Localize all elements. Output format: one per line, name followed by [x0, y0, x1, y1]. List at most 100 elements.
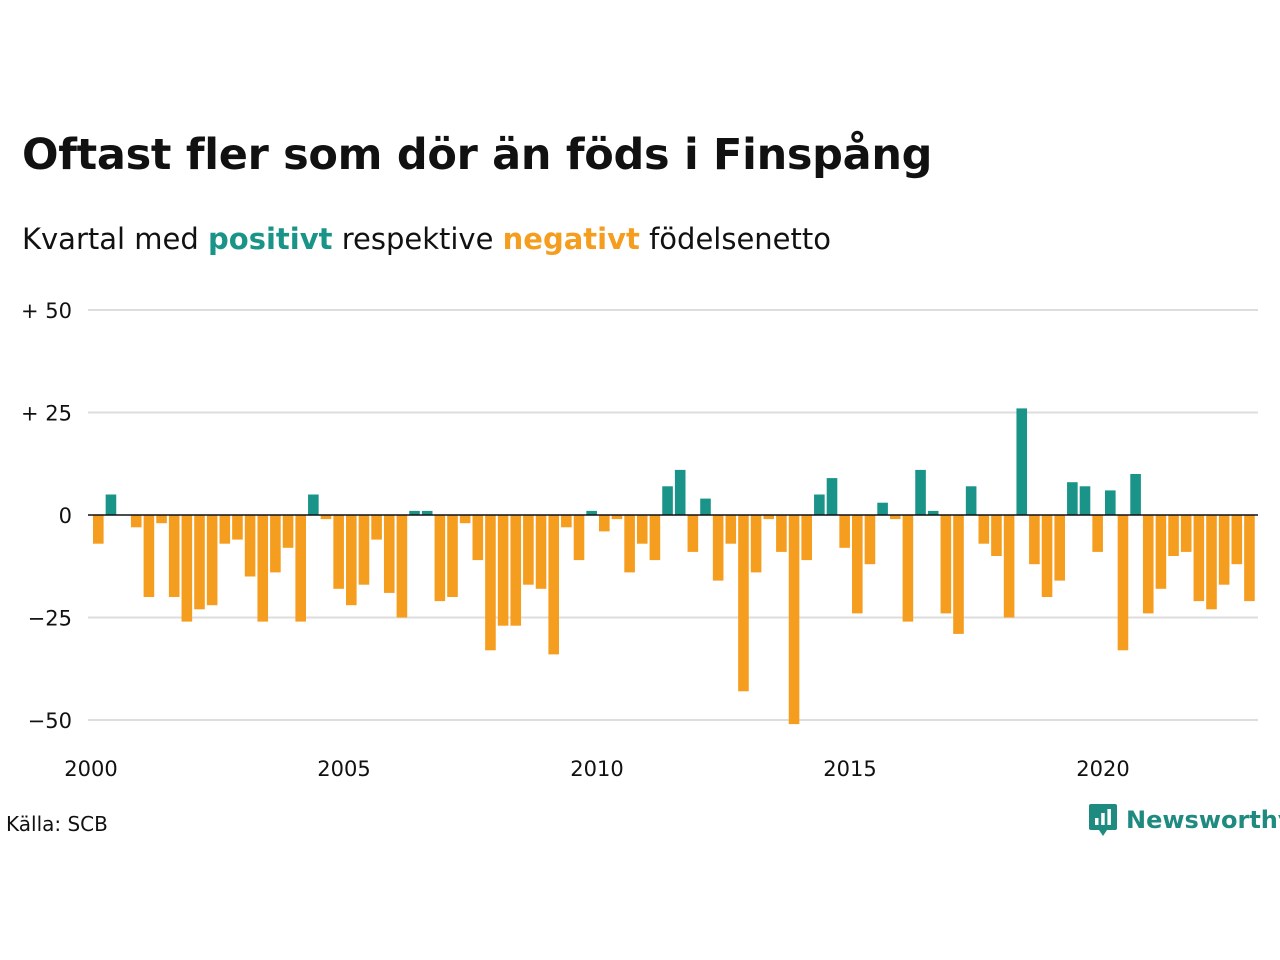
- y-tick-label: + 25: [21, 402, 72, 426]
- bar: [206, 515, 218, 606]
- bar: [1244, 515, 1255, 602]
- bar: [333, 515, 344, 589]
- bar: [548, 515, 559, 655]
- brand-name: Newsworthy: [1126, 806, 1280, 834]
- bar: [168, 515, 180, 597]
- x-tick-label: 2020: [1076, 757, 1129, 781]
- bar: [877, 502, 888, 515]
- bar: [257, 515, 269, 622]
- bar: [1130, 474, 1141, 515]
- bar: [788, 515, 800, 725]
- y-tick-label: −50: [28, 709, 72, 733]
- bar: [219, 515, 231, 544]
- grid-layer: [88, 309, 1258, 721]
- bar: [1016, 408, 1028, 515]
- bar: [1067, 482, 1078, 515]
- bar: [712, 515, 724, 581]
- bar: [801, 515, 812, 561]
- bar: [346, 515, 357, 606]
- bar: [826, 478, 838, 515]
- bar: [371, 515, 382, 540]
- newsworthy-logo-icon: [1089, 804, 1117, 836]
- bar: [915, 469, 926, 515]
- bar: [586, 510, 597, 515]
- bar: [573, 515, 585, 561]
- bar: [497, 515, 509, 626]
- bar: [965, 486, 977, 515]
- x-axis-labels: 2000 2005 2010 2015 2020: [64, 757, 1129, 781]
- bar: [624, 515, 635, 573]
- y-tick-label: + 50: [21, 299, 72, 323]
- bar: [940, 515, 952, 614]
- bar: [599, 515, 610, 532]
- bar: [194, 515, 205, 610]
- y-tick-label: 0: [59, 504, 72, 528]
- bar: [674, 469, 686, 515]
- bar: [232, 515, 243, 540]
- bar: [1117, 515, 1129, 651]
- bar: [421, 510, 433, 515]
- y-axis-labels: + 50 + 25 0 −25 −50: [21, 299, 72, 733]
- bar: [472, 515, 484, 561]
- bar: [561, 515, 572, 528]
- bar: [510, 515, 522, 626]
- bars-layer: [93, 408, 1255, 725]
- bar: [308, 494, 319, 515]
- bar: [383, 515, 395, 593]
- bar: [523, 515, 534, 585]
- chart-subtitle: Kvartal med positivt respektive negativt…: [22, 222, 831, 256]
- subtitle-negative-word: negativt: [502, 222, 640, 256]
- bar: [1168, 515, 1179, 556]
- bar: [295, 515, 306, 622]
- bar: [1105, 490, 1116, 515]
- bar: [611, 515, 623, 520]
- bar: [814, 494, 825, 515]
- bar: [459, 515, 471, 524]
- bar: [1092, 515, 1103, 552]
- bar: [636, 515, 648, 544]
- bar-chart: + 50 + 25 0 −25 −50 2000 2005 2010 2015 2020: [21, 299, 1258, 781]
- brand-logo: Newsworthy: [1088, 803, 1280, 837]
- bar: [485, 515, 496, 651]
- bar: [1029, 515, 1040, 565]
- bar: [181, 515, 193, 622]
- bar: [839, 515, 850, 548]
- bar: [156, 515, 167, 524]
- subtitle-positive-word: positivt: [208, 222, 333, 256]
- bar: [1079, 486, 1091, 515]
- bar: [1180, 515, 1192, 552]
- bar: [130, 515, 142, 528]
- bar: [320, 515, 332, 520]
- bar: [535, 515, 547, 589]
- bar: [244, 515, 256, 577]
- bar: [776, 515, 787, 552]
- bar: [1054, 515, 1065, 581]
- bar: [978, 515, 990, 544]
- subtitle-prefix: Kvartal med: [22, 222, 209, 256]
- bar: [270, 515, 281, 573]
- bar: [358, 515, 370, 585]
- x-tick-label: 2005: [317, 757, 370, 781]
- bar: [1193, 515, 1205, 602]
- x-tick-label: 2000: [64, 757, 117, 781]
- bar: [105, 494, 117, 515]
- bar: [447, 515, 458, 597]
- bar: [143, 515, 155, 597]
- bar: [434, 515, 446, 602]
- bar: [763, 515, 775, 520]
- bar: [902, 515, 914, 622]
- bar: [864, 515, 876, 565]
- bar: [396, 515, 408, 618]
- bar: [1231, 515, 1243, 565]
- bar: [1003, 515, 1015, 618]
- bar: [409, 510, 420, 515]
- bar: [1206, 515, 1217, 610]
- subtitle-middle: respektive: [332, 222, 503, 256]
- bar: [889, 515, 901, 520]
- bar: [687, 515, 699, 552]
- bar: [738, 515, 749, 692]
- bar: [282, 515, 294, 548]
- chart-title: Oftast fler som dör än föds i Finspång: [22, 130, 933, 180]
- bar: [725, 515, 737, 544]
- bar: [991, 515, 1002, 556]
